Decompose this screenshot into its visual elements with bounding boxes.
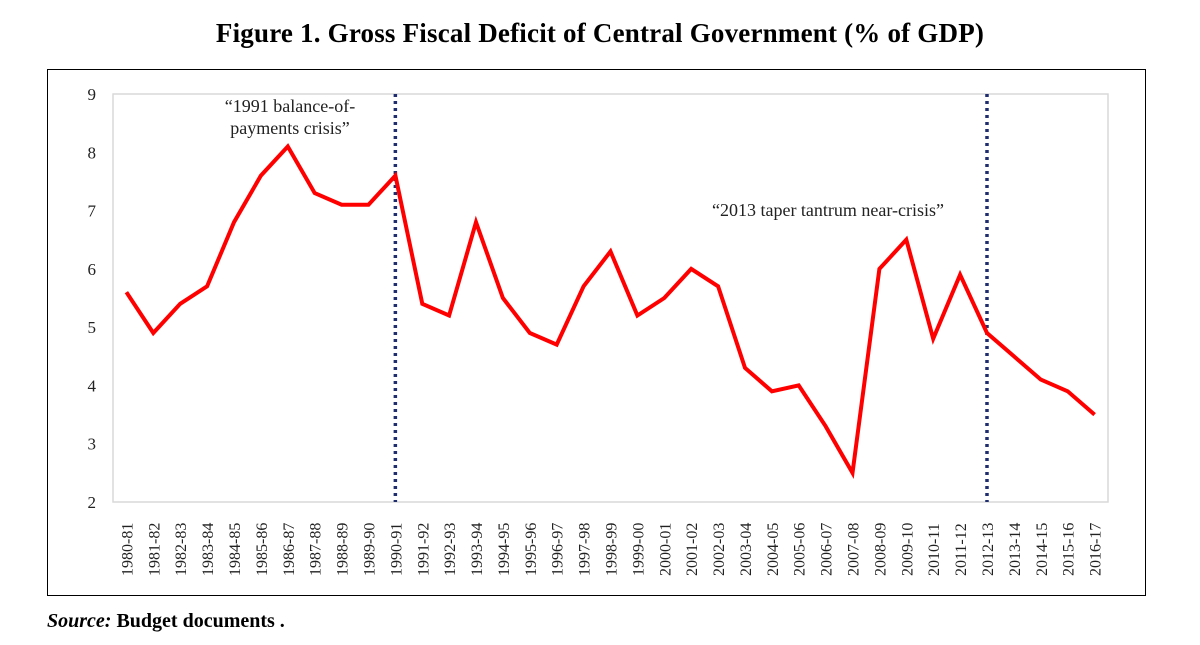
x-tick-label: 1988-89 <box>335 523 352 576</box>
y-tick-label: 5 <box>88 318 97 337</box>
x-tick-label: 2016-17 <box>1088 523 1105 576</box>
x-tick-label: 2015-16 <box>1061 523 1078 576</box>
y-tick-label: 6 <box>88 260 97 279</box>
y-tick-label: 9 <box>88 85 97 104</box>
x-tick-label: 1980-81 <box>119 523 136 576</box>
x-tick-label: 1998-99 <box>604 523 621 576</box>
plot-area <box>112 93 1109 503</box>
x-tick-label: 2007-08 <box>846 523 863 576</box>
x-tick-label: 1993-94 <box>469 523 486 576</box>
y-tick-label: 2 <box>88 493 97 512</box>
x-tick-label: 1983-84 <box>200 523 217 576</box>
x-tick-label: 2009-10 <box>899 523 916 576</box>
source-text: Budget documents . <box>116 610 285 632</box>
source-label: Source: <box>47 610 112 632</box>
x-tick-label: 1981-82 <box>146 523 163 576</box>
x-tick-label: 1996-97 <box>550 523 567 576</box>
x-tick-label: 1992-93 <box>442 523 459 576</box>
x-tick-label: 2001-02 <box>684 523 701 576</box>
annotation-text: payments crisis” <box>230 118 349 138</box>
x-tick-label: 1990-91 <box>388 523 405 576</box>
x-tick-label: 2010-11 <box>926 523 943 576</box>
x-tick-label: 2014-15 <box>1034 523 1051 576</box>
x-tick-label: 1999-00 <box>630 523 647 576</box>
x-tick-label: 1982-83 <box>173 523 190 576</box>
y-tick-label: 3 <box>88 435 97 454</box>
annotation-text: “1991 balance-of- <box>225 96 355 116</box>
x-tick-label: 1985-86 <box>254 523 271 576</box>
x-tick-label: 1994-95 <box>496 523 513 576</box>
chart-frame <box>47 69 1146 596</box>
y-tick-label: 8 <box>88 143 97 162</box>
x-tick-label: 2002-03 <box>711 523 728 576</box>
x-tick-label: 1995-96 <box>523 523 540 576</box>
x-tick-label: 1991-92 <box>415 523 432 576</box>
y-tick-label: 4 <box>88 376 97 395</box>
x-tick-label: 1987-88 <box>308 523 325 576</box>
y-tick-label: 7 <box>88 202 97 221</box>
chart-title: Figure 1. Gross Fiscal Deficit of Centra… <box>215 18 985 48</box>
x-tick-label: 2005-06 <box>792 523 809 576</box>
x-tick-label: 2011-12 <box>953 523 970 576</box>
x-tick-label: 2003-04 <box>738 523 755 576</box>
x-tick-label: 2008-09 <box>872 523 889 576</box>
x-tick-label: 1984-85 <box>227 523 244 576</box>
annotation-text: “2013 taper tantrum near-crisis” <box>712 200 944 220</box>
x-tick-label: 1986-87 <box>281 523 298 576</box>
x-tick-label: 2004-05 <box>765 523 782 576</box>
x-tick-label: 1989-90 <box>361 523 378 576</box>
x-tick-label: 2000-01 <box>657 523 674 576</box>
x-tick-label: 2012-13 <box>980 523 997 576</box>
x-tick-label: 2013-14 <box>1007 523 1024 576</box>
x-tick-label: 1997-98 <box>577 523 594 576</box>
x-tick-label: 2006-07 <box>819 523 836 576</box>
series-line <box>124 143 1096 480</box>
source-note: Source: Budget documents . <box>47 610 285 633</box>
